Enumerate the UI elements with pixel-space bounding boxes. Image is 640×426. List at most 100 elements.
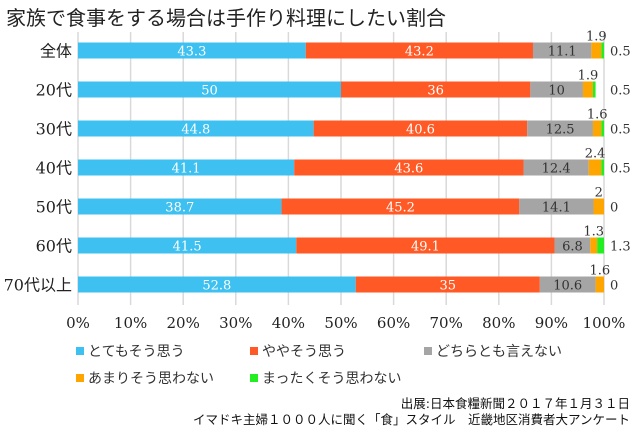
data-label: 0.5	[610, 123, 631, 138]
x-tick-label: 50%	[324, 314, 357, 332]
legend-item: まったくそう思わない	[250, 368, 401, 388]
bar-segment	[597, 237, 604, 254]
data-label: 1.9	[586, 30, 607, 45]
data-label: 49.1	[411, 240, 440, 255]
data-label: 1.9	[578, 69, 599, 84]
data-label: 12.4	[542, 162, 571, 177]
bar-segment	[601, 120, 604, 137]
data-label: 36	[427, 84, 444, 99]
bar-segment	[341, 81, 531, 98]
data-label: 0.5	[610, 84, 631, 99]
bar-segment	[554, 237, 591, 254]
x-tick-label: 30%	[219, 314, 252, 332]
category-label: 全体	[40, 42, 72, 61]
legend-label: あまりそう思わない	[88, 371, 214, 387]
data-label: 0.5	[610, 45, 631, 60]
x-tick-label: 20%	[167, 314, 200, 332]
x-tick-label: 90%	[535, 314, 568, 332]
data-label: 0.5	[610, 162, 631, 177]
bar-segment	[519, 198, 594, 215]
bar-segment	[78, 276, 356, 293]
bar-segment	[355, 276, 540, 293]
bar-segment	[595, 276, 604, 293]
x-tick-label: 100%	[583, 314, 626, 332]
data-label: 41.5	[173, 240, 202, 255]
bar-segment	[532, 42, 592, 59]
bar-segment	[294, 159, 524, 176]
legend-swatch	[76, 374, 84, 382]
legend-label: どちらとも言えない	[436, 344, 562, 360]
data-label: 43.6	[394, 162, 423, 177]
data-label: 45.2	[386, 201, 415, 216]
bar-segment	[78, 120, 314, 137]
bar-segment	[78, 159, 295, 176]
legend-swatch	[250, 347, 258, 355]
bar-segment	[313, 120, 528, 137]
data-label: 1.3	[610, 240, 631, 255]
legend-label: まったくそう思わない	[262, 371, 402, 387]
bar-segment	[591, 42, 602, 59]
bar-segment	[305, 42, 533, 59]
data-label: 2.4	[585, 147, 606, 162]
category-label: 60代	[36, 237, 72, 256]
data-label: 10	[548, 84, 565, 99]
legend-item: ややそう思う	[250, 341, 346, 361]
source-line-2: イマドキ主婦１０００人に聞く「食」スタイル 近畿地区消費者大アンケート	[192, 412, 630, 426]
x-tick-label: 10%	[114, 314, 147, 332]
data-label: 35	[440, 279, 457, 294]
chart-title: 家族で食事をする場合は手作り料理にしたい割合	[6, 6, 446, 30]
x-tick-label: 80%	[482, 314, 515, 332]
x-tick-label: 40%	[272, 314, 305, 332]
bar-segment	[592, 81, 596, 98]
bar-segment	[582, 81, 593, 98]
legend-swatch	[250, 374, 258, 382]
bar-segment	[593, 198, 604, 215]
bar-segment	[592, 120, 602, 137]
bar-segment	[588, 159, 602, 176]
data-label: 52.8	[202, 279, 231, 294]
legend-item: どちらとも言えない	[424, 341, 562, 361]
bar-segment	[296, 237, 555, 254]
category-label: 50代	[36, 198, 72, 217]
bar-segment	[601, 159, 604, 176]
data-label: 6.8	[562, 240, 583, 255]
data-label: 44.8	[181, 123, 210, 138]
bar-segment	[527, 120, 593, 137]
data-label: 1.6	[589, 264, 610, 279]
bar-segment	[281, 198, 520, 215]
bar-segment	[78, 81, 341, 98]
data-label: 1.6	[587, 108, 608, 123]
source-line-1: 出展:日本食糧新聞２０１７年１月３１日	[400, 396, 630, 411]
legend-label: ややそう思う	[262, 344, 346, 360]
bar-segment	[539, 276, 596, 293]
data-label: 14.1	[542, 201, 571, 216]
bar-segment	[523, 159, 589, 176]
category-label: 70代以上	[4, 276, 72, 295]
bar-segment	[78, 198, 282, 215]
data-label: 10.6	[553, 279, 582, 294]
legend-item: とてもそう思う	[76, 341, 185, 361]
legend-swatch	[76, 347, 84, 355]
data-label: 41.1	[172, 162, 201, 177]
data-label: 0	[610, 201, 618, 216]
bar-segment	[530, 81, 583, 98]
bar-segment	[78, 42, 306, 59]
data-label: 0	[610, 279, 618, 294]
data-label: 43.2	[405, 45, 434, 60]
bar-segment	[78, 237, 297, 254]
category-label: 20代	[36, 81, 72, 100]
x-tick-label: 0%	[66, 314, 90, 332]
category-label: 40代	[36, 159, 72, 178]
x-tick-label: 70%	[430, 314, 463, 332]
legend-item: あまりそう思わない	[76, 368, 214, 388]
category-label: 30代	[36, 120, 72, 139]
data-label: 43.3	[177, 45, 206, 60]
data-label: 2	[595, 186, 603, 201]
data-label: 50	[201, 84, 218, 99]
data-label: 1.3	[583, 225, 604, 240]
x-tick-label: 60%	[377, 314, 410, 332]
bar-segment	[601, 42, 604, 59]
data-label: 38.7	[165, 201, 194, 216]
legend-label: とてもそう思う	[88, 344, 185, 360]
